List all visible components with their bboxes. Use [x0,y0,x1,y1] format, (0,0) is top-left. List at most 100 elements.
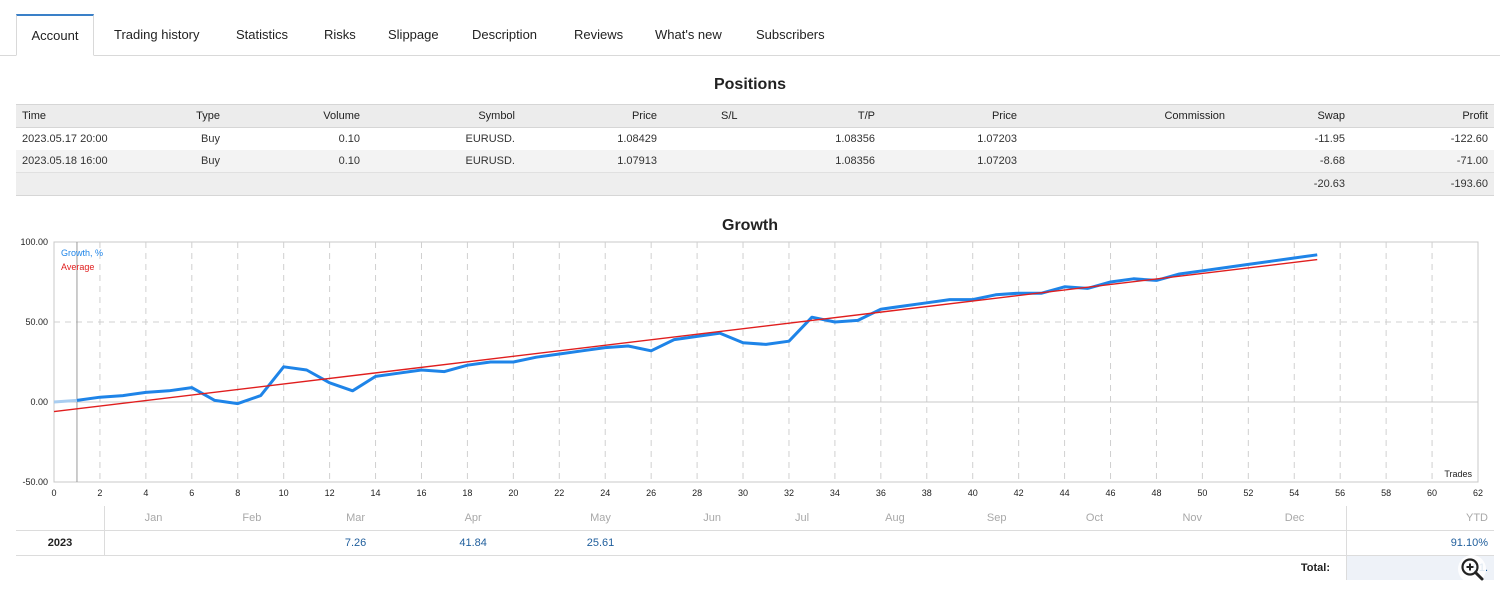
x-tick-label: 30 [738,488,748,498]
x-tick-label: 58 [1381,488,1391,498]
month-sep: Sep [986,512,1007,524]
tab-account[interactable]: Account [16,14,94,56]
value-jan [104,530,202,556]
cell-volume: 0.10 [338,133,360,145]
y-tick-label: 0.00 [30,397,48,407]
cell-profit: -122.60 [1450,133,1488,145]
x-tick-label: 62 [1473,488,1483,498]
x-tick-label: 36 [876,488,886,498]
col-header-commission[interactable]: Commission [1023,104,1231,128]
value-oct [1047,530,1142,556]
cell-profit: -71.00 [1351,150,1494,173]
cell-type: Buy [126,150,226,173]
x-tick-label: 22 [554,488,564,498]
col-header-tp[interactable]: T/P [783,104,881,128]
cell-close-price: 1.07203 [881,150,1023,173]
tab-subscribers[interactable]: Subscribers [756,27,825,42]
month-dec: Dec [1243,506,1348,531]
positions-title: Positions [713,76,786,93]
month-apr: Apr [464,512,482,524]
month-jun: Jun [703,512,721,524]
month-nov: Nov [1182,512,1202,524]
cell-price: 1.07913 [521,150,663,173]
col-header-symbol[interactable]: Symbol [366,104,521,128]
cell-price: 1.08429 [617,133,657,145]
x-tick-label: 38 [922,488,932,498]
month-jan: Jan [144,512,163,524]
cell-swap: -11.95 [1314,133,1345,145]
x-tick-label: 44 [1060,488,1070,498]
cell-sl [663,150,783,173]
tab-risks[interactable]: Risks [324,27,356,42]
value-may: 25.61 [536,530,665,556]
value-nov [1141,530,1244,556]
cell-commission [1023,128,1231,151]
table-row: 2023.05.18 16:00 Buy 0.10 EURUSD. 1.0791… [16,150,1494,173]
cell-type: Buy [201,133,220,145]
plot-frame [53,241,1479,483]
x-tick-label: 16 [416,488,426,498]
ytd-header: YTD [1466,512,1488,524]
col-header-profit[interactable]: Profit [1351,104,1494,128]
zoom-button[interactable] [1458,555,1486,583]
x-tick-label: 20 [508,488,518,498]
tab-trading-history[interactable]: Trading history [114,27,200,42]
x-tick-label: 42 [1014,488,1024,498]
x-tick-label: 6 [189,488,194,498]
x-tick-label: 10 [279,488,289,498]
average-line [53,258,1318,413]
cell-swap: -8.68 [1231,150,1351,173]
positions-header-row: Time Type Volume Symbol Price S/L T/P Pr… [16,104,1494,128]
cell-tp: 1.08356 [783,150,881,173]
col-header-price[interactable]: Price [521,104,663,128]
value-jul [760,530,845,556]
col-header-close-price[interactable]: Price [881,104,1023,128]
tab-description[interactable]: Description [472,27,538,42]
x-axis: 0 2 4 6 8 10 12 14 16 18 20 22 24 26 28 30 32 34 36 38 40 42 4… [51,488,1483,498]
col-header-volume[interactable]: Volume [226,104,366,128]
total-profit: -193.60 [1351,172,1494,196]
cell-tp: 1.08356 [835,133,875,145]
x-tick-label: 4 [143,488,148,498]
cell-time: 2023.05.18 16:00 [16,150,126,173]
chart-series [53,253,1318,413]
x-tick-label: 0 [51,488,56,498]
chart-grid [53,241,1479,483]
monthly-returns-table: Jan Feb Mar Apr May Jun Jul Aug Sep Oct … [16,506,1494,580]
x-tick-label: 28 [692,488,702,498]
tab-statistics[interactable]: Statistics [236,27,289,42]
tab-whats-new[interactable]: What's new [655,27,722,42]
months-header-row: Jan Feb Mar Apr May Jun Jul Aug Sep Oct … [16,506,1494,531]
tab-reviews[interactable]: Reviews [574,27,624,42]
cell-symbol: EURUSD. [366,150,521,173]
x-tick-label: 60 [1427,488,1437,498]
value-jun [664,530,761,556]
x-tick-label: 26 [646,488,656,498]
x-tick-label: 12 [325,488,335,498]
tab-slippage[interactable]: Slippage [388,27,439,42]
table-row: 2023.05.17 20:00 Buy 0.10 EURUSD. 1.0842… [16,128,1494,151]
year-header-empty [16,506,105,531]
cell-volume: 0.10 [226,150,366,173]
month-oct: Oct [1085,512,1104,524]
value-mar: 7.26 [301,530,410,556]
totals-row: -20.63 -193.60 [16,172,1494,196]
legend-average: Average [61,262,94,272]
cell-commission [1023,150,1231,173]
totals-spacer [16,172,1231,196]
col-header-time[interactable]: Time [16,104,126,128]
y-tick-label: 50.00 [25,317,48,327]
x-tick-label: 46 [1106,488,1116,498]
col-header-swap[interactable]: Swap [1231,104,1351,128]
month-jul: Jul [795,512,810,524]
value-dec [1243,530,1348,556]
x-tick-label: 54 [1289,488,1299,498]
cell-close-price: 1.07203 [977,133,1017,145]
value-feb [201,530,302,556]
month-aug: Aug [885,512,905,524]
col-header-sl[interactable]: S/L [663,104,783,128]
total-label: Total: [16,555,1347,580]
col-header-type[interactable]: Type [126,104,226,128]
y-axis: 100.00 50.00 0.00 -50.00 [20,237,48,487]
